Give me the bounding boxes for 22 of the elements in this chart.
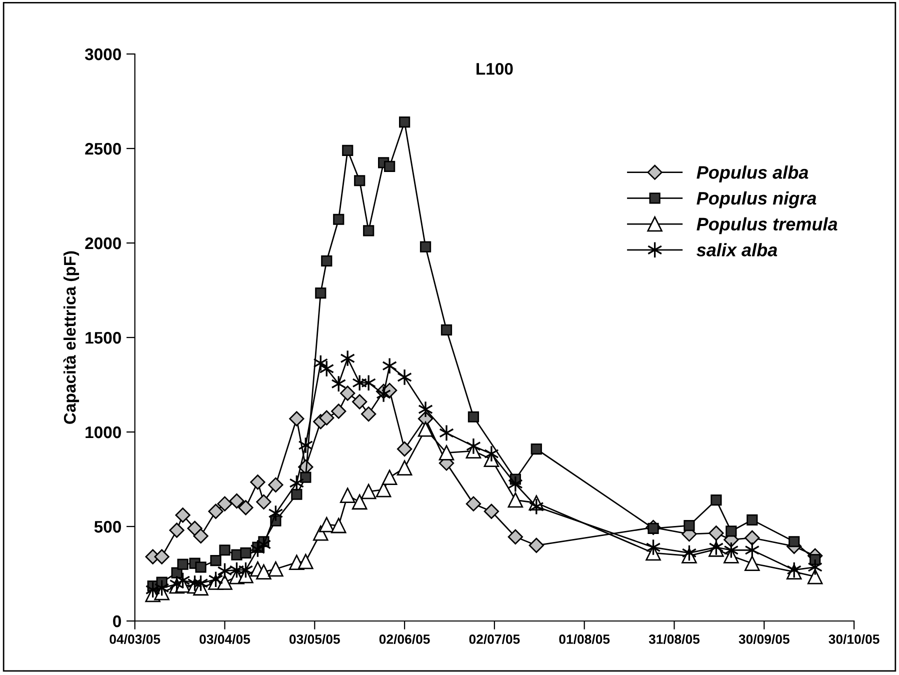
x-tick-label: 02/06/05 xyxy=(379,634,430,644)
legend-label: Populus nigra xyxy=(696,191,816,208)
y-tick-label: 3000 xyxy=(84,48,121,60)
legend-label: Populus tremula xyxy=(696,217,838,234)
x-tick-label: 02/07/05 xyxy=(469,634,520,644)
legend-label: salix alba xyxy=(696,243,778,256)
x-tick-label: 30/09/05 xyxy=(738,634,790,644)
y-tick-label: 1500 xyxy=(86,332,121,344)
chart-title: L100 xyxy=(476,62,513,75)
x-tick-label: 03/05/05 xyxy=(289,634,340,644)
x-tick-label: 30/10/05 xyxy=(828,634,880,644)
x-tick-label: 01/08/05 xyxy=(559,634,610,644)
y-tick-label: 2000 xyxy=(85,237,121,250)
y-tick-label: 2500 xyxy=(85,142,121,155)
y-tick-label: 0 xyxy=(113,615,121,628)
x-tick-label: 03/04/05 xyxy=(200,634,250,644)
y-tick-label: 1000 xyxy=(86,426,121,438)
legend-label: Populus alba xyxy=(696,166,808,182)
y-tick-label: 500 xyxy=(94,520,121,533)
x-tick-label: 04/03/05 xyxy=(110,634,160,644)
x-tick-label: 31/08/05 xyxy=(648,634,700,644)
y-axis-title: Capacità elettrica (pF) xyxy=(63,251,80,424)
